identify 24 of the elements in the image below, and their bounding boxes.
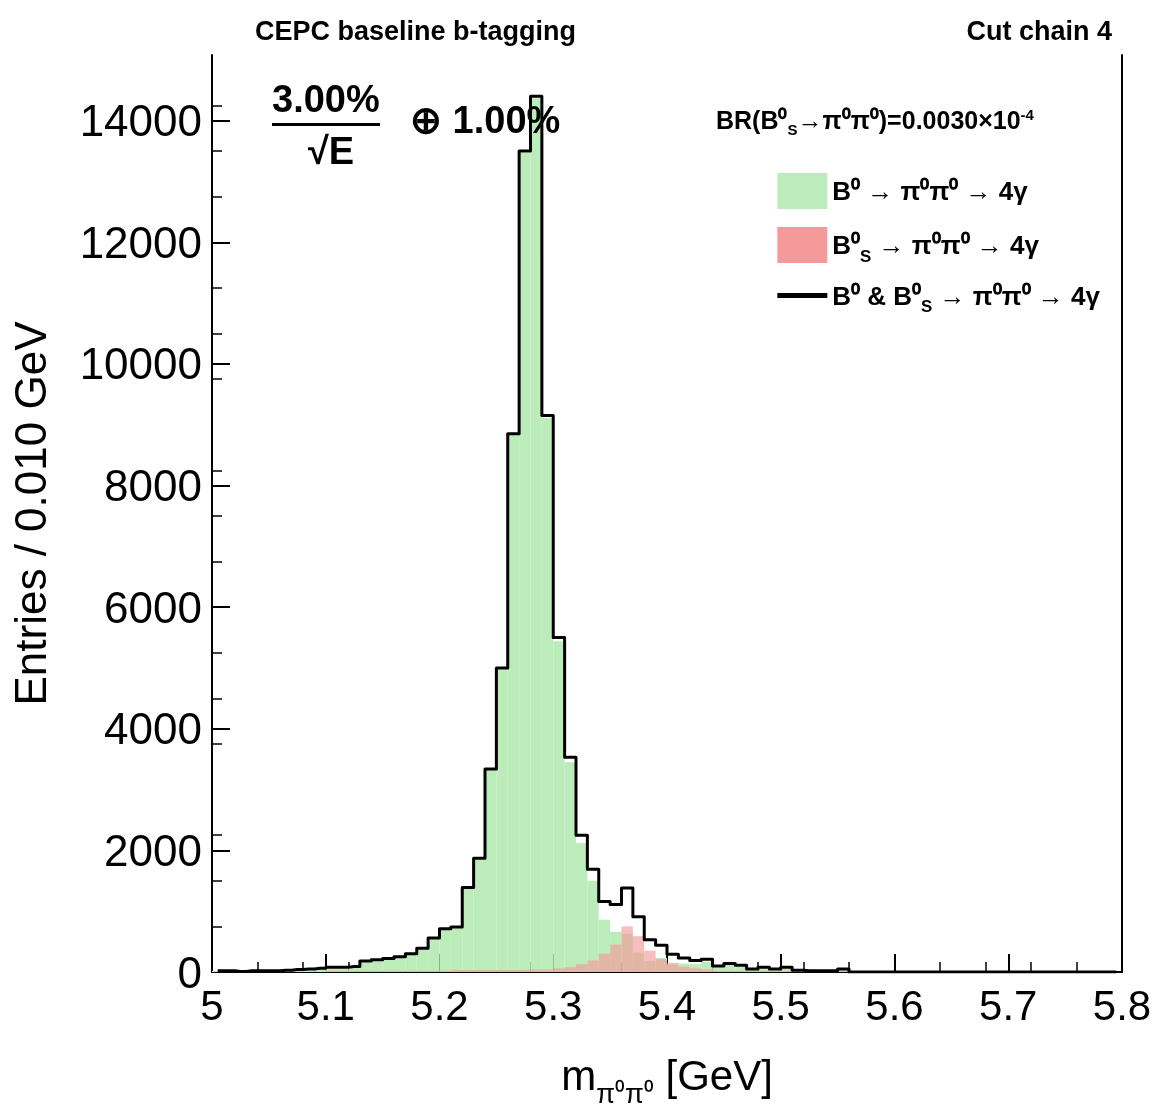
- chart-subtitle: Cut chain 4: [966, 15, 1113, 46]
- y-tick-label: 10000: [79, 339, 202, 389]
- y-tick-label: 6000: [104, 582, 202, 632]
- x-tick-label: 5.3: [524, 981, 583, 1029]
- x-tick-label: 5: [200, 981, 224, 1029]
- y-tick-label: 0: [177, 947, 202, 997]
- y-tick-label: 2000: [104, 825, 202, 875]
- x-tick-label: 5.1: [296, 981, 355, 1029]
- annotation: √E: [308, 130, 355, 173]
- x-tick-label: 5.2: [410, 981, 469, 1029]
- y-tick-label: 12000: [79, 217, 202, 267]
- chart-title: CEPC baseline b-tagging: [255, 15, 577, 46]
- annotation: BR(B⁰$_{S}$→π⁰π⁰)=0.0030×10$^{-4}$: [716, 104, 1034, 138]
- x-tick-label: 5.5: [751, 981, 810, 1029]
- y-tick-label: 8000: [104, 461, 202, 511]
- annotation: 3.00%: [272, 78, 380, 126]
- x-tick-label: 5.6: [865, 981, 924, 1029]
- x-tick-label: 5.7: [979, 981, 1038, 1029]
- y-tick-label: 4000: [104, 704, 202, 754]
- y-axis-title: Entries / 0.010 GeV: [5, 320, 55, 706]
- x-tick-label: 5.8: [1092, 981, 1152, 1029]
- legend-label: B⁰ → π⁰π⁰ → 4γ: [832, 176, 1029, 206]
- y-tick-label: 14000: [79, 96, 202, 146]
- x-tick-label: 5.4: [637, 981, 697, 1029]
